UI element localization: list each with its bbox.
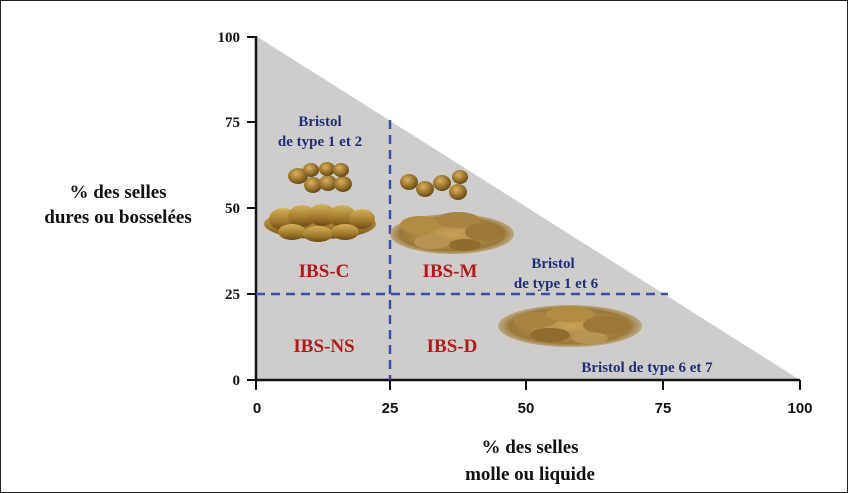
region-label-ibs-d: IBS-D bbox=[427, 336, 478, 357]
mushy-stool-middle-icon bbox=[390, 212, 514, 254]
bristol-label-1-2-line1: Bristol bbox=[298, 114, 341, 130]
y-tick-label: 75 bbox=[225, 115, 240, 131]
lumpy-sausage-left-icon bbox=[264, 204, 376, 242]
x-tick-label: 25 bbox=[382, 400, 399, 417]
x-tick-label: 100 bbox=[787, 400, 812, 417]
x-tick-label: 75 bbox=[655, 400, 672, 417]
hard-lumps-left-icon bbox=[288, 162, 352, 193]
region-label-ibs-m: IBS-M bbox=[423, 261, 478, 282]
x-axis-title-line1: % des selles bbox=[481, 437, 579, 458]
bristol-label-6-7: Bristol de type 6 et 7 bbox=[581, 360, 713, 376]
y-ticks bbox=[247, 36, 256, 381]
x-tick-label: 50 bbox=[518, 400, 535, 417]
y-axis-title-line1: % des selles bbox=[69, 182, 167, 203]
y-tick-label: 100 bbox=[218, 30, 241, 46]
y-tick-label: 25 bbox=[225, 287, 240, 303]
y-tick-label: 0 bbox=[233, 373, 241, 389]
region-label-ibs-c: IBS-C bbox=[299, 261, 350, 282]
x-tick-label: 0 bbox=[253, 400, 261, 417]
bristol-label-1-2-line2: de type 1 et 2 bbox=[278, 134, 362, 150]
y-tick-label: 50 bbox=[225, 201, 240, 217]
hard-lumps-middle-icon bbox=[400, 170, 468, 200]
bristol-label-1-6-line2: de type 1 et 6 bbox=[514, 276, 599, 292]
bristol-label-1-6-line1: Bristol bbox=[531, 256, 574, 272]
region-label-ibs-ns: IBS-NS bbox=[293, 336, 354, 357]
x-axis-title: % des selles molle ou liquide bbox=[395, 434, 665, 488]
y-axis-title: % des selles dures ou bosselées bbox=[18, 180, 218, 230]
y-axis-title-line2: dures ou bosselées bbox=[44, 207, 192, 228]
loose-stool-right-icon bbox=[498, 305, 642, 347]
x-ticks bbox=[255, 380, 801, 390]
x-axis-title-line2: molle ou liquide bbox=[465, 464, 595, 485]
